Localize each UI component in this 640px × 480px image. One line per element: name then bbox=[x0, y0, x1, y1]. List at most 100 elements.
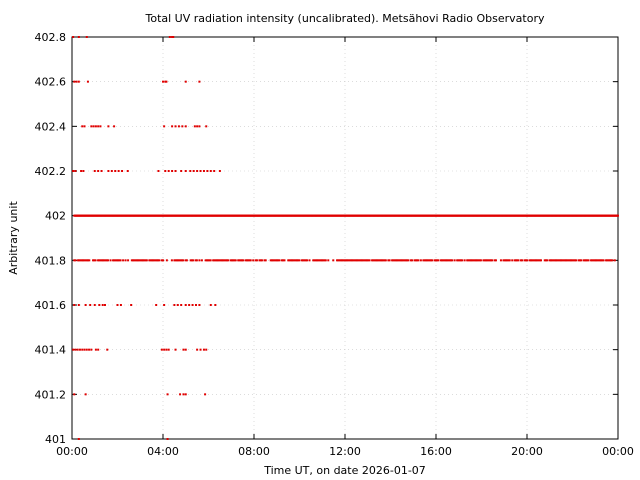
data-point bbox=[75, 80, 78, 83]
data-point bbox=[562, 259, 565, 262]
data-point bbox=[202, 348, 205, 351]
data-point bbox=[356, 259, 359, 262]
data-point bbox=[171, 36, 174, 38]
data-point bbox=[364, 259, 367, 262]
data-point bbox=[182, 393, 185, 396]
data-point bbox=[199, 170, 202, 172]
data-point bbox=[94, 259, 97, 262]
data-point bbox=[162, 80, 164, 83]
data-point bbox=[74, 170, 77, 172]
data-point bbox=[274, 259, 277, 262]
data-point bbox=[363, 259, 366, 262]
data-point bbox=[280, 259, 283, 262]
data-point bbox=[106, 348, 109, 351]
data-point bbox=[184, 170, 187, 172]
data-point bbox=[306, 259, 309, 262]
data-point bbox=[237, 259, 240, 262]
data-point bbox=[163, 348, 166, 351]
data-point bbox=[200, 259, 203, 262]
data-point bbox=[166, 438, 169, 440]
data-point bbox=[107, 259, 110, 262]
data-point bbox=[122, 259, 125, 262]
data-point bbox=[148, 259, 151, 262]
data-point bbox=[86, 80, 89, 83]
data-point bbox=[269, 259, 272, 262]
data-point bbox=[144, 259, 147, 262]
data-point bbox=[82, 259, 85, 262]
data-point bbox=[137, 259, 140, 262]
data-point bbox=[437, 259, 440, 262]
data-point bbox=[174, 170, 177, 172]
data-point bbox=[107, 125, 110, 128]
data-point bbox=[343, 259, 346, 262]
data-point bbox=[171, 170, 174, 172]
data-point bbox=[79, 259, 82, 262]
data-point bbox=[550, 259, 553, 262]
data-point bbox=[351, 259, 354, 262]
data-point bbox=[249, 259, 252, 262]
data-point bbox=[89, 304, 92, 306]
data-point bbox=[439, 259, 442, 262]
data-point bbox=[570, 259, 573, 262]
data-point bbox=[158, 259, 161, 262]
data-point bbox=[324, 259, 327, 262]
data-point bbox=[513, 259, 516, 262]
data-point bbox=[172, 36, 175, 38]
data-point bbox=[459, 259, 462, 262]
data-point bbox=[192, 170, 195, 172]
data-point bbox=[423, 259, 426, 262]
data-point bbox=[338, 259, 341, 262]
data-point bbox=[167, 348, 170, 351]
data-point bbox=[205, 259, 208, 262]
data-point bbox=[427, 259, 430, 262]
data-point bbox=[165, 348, 168, 351]
data-point bbox=[135, 259, 138, 262]
data-point bbox=[377, 259, 380, 262]
data-point bbox=[483, 259, 486, 262]
data-point bbox=[546, 259, 549, 262]
data-point bbox=[379, 259, 382, 262]
data-point bbox=[163, 304, 166, 306]
data-point bbox=[109, 259, 112, 262]
data-point bbox=[511, 259, 514, 262]
data-point bbox=[422, 259, 425, 262]
data-point bbox=[254, 259, 257, 262]
data-point bbox=[272, 259, 275, 262]
data-point bbox=[524, 259, 527, 262]
data-point bbox=[88, 259, 91, 262]
data-point bbox=[184, 80, 187, 83]
data-point bbox=[352, 259, 355, 262]
data-point bbox=[555, 259, 558, 262]
data-point bbox=[78, 259, 81, 262]
data-point bbox=[358, 259, 361, 262]
data-point bbox=[342, 259, 345, 262]
x-tick-label: 00:00 bbox=[602, 445, 634, 458]
data-point bbox=[519, 259, 522, 262]
data-point bbox=[72, 348, 75, 351]
data-point bbox=[322, 259, 325, 262]
data-point bbox=[178, 259, 181, 262]
data-point bbox=[97, 170, 100, 172]
data-point bbox=[298, 259, 301, 262]
data-point bbox=[488, 259, 491, 262]
data-point bbox=[85, 259, 88, 262]
data-point bbox=[283, 259, 286, 262]
data-point bbox=[209, 259, 212, 262]
data-point bbox=[193, 125, 196, 128]
data-point bbox=[173, 259, 176, 262]
data-point bbox=[428, 259, 431, 262]
data-point bbox=[586, 259, 589, 262]
data-point bbox=[449, 259, 452, 262]
data-point bbox=[140, 259, 143, 262]
data-point bbox=[194, 304, 197, 306]
data-point bbox=[354, 259, 357, 262]
data-point bbox=[138, 259, 141, 262]
data-point bbox=[77, 36, 80, 38]
data-point bbox=[229, 259, 232, 262]
data-point bbox=[114, 170, 117, 172]
data-point bbox=[353, 259, 356, 262]
data-point bbox=[543, 259, 546, 262]
data-point bbox=[263, 259, 266, 262]
data-point bbox=[473, 259, 476, 262]
